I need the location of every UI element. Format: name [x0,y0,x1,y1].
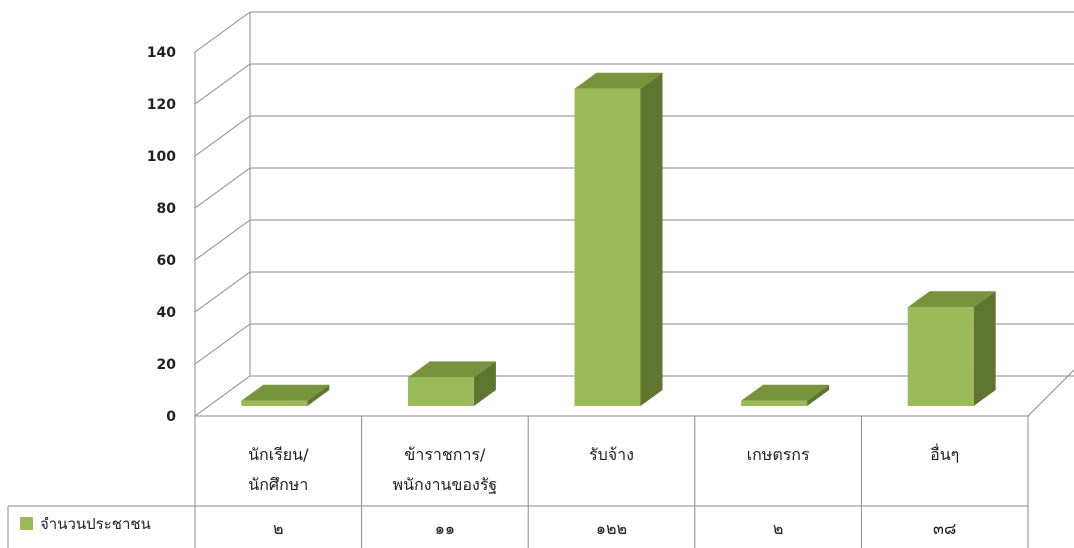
x-tick-label: นักเรียน/นักศึกษา [248,445,309,494]
x-tick-label-line: นักเรียน/ [248,445,309,464]
gridline-diagonal [194,11,251,53]
x-tick-label: เกษตรกร [747,445,810,464]
x-tick-label: รับจ้าง [589,445,634,464]
data-label: ๒ [273,519,284,538]
bars [241,72,996,407]
y-tick-label: 0 [166,409,176,425]
gridline-diagonal [194,115,251,157]
x-tick-label-line: รับจ้าง [589,445,634,464]
y-axis-ticks: 0 20 40 60 80 100 120 140 [147,45,176,425]
floor-right-edge [1027,369,1074,417]
y-tick-label: 120 [147,97,176,113]
bar-side [473,361,496,406]
legend-label: จำนวนประชาชน [40,515,151,533]
bar-top [241,384,330,401]
bar-side [973,291,996,406]
bar-side [807,384,830,406]
y-tick-label: 40 [157,305,177,321]
gridline-diagonal [194,219,251,261]
bar-top [407,361,496,378]
data-label: ๑๑ [435,519,455,538]
bar [407,377,474,406]
data-label: ๒ [773,519,784,538]
bar [241,400,308,406]
y-tick-label: 20 [157,357,177,373]
x-tick-label-line: เกษตรกร [747,445,810,464]
x-tick-label-line: อื่นๆ [930,443,959,464]
data-table: นักเรียน/นักศึกษา ข้าราชการ/พนักงานของรัฐ… [7,416,1029,548]
bar-top [574,72,663,89]
x-tick-label-line: ข้าราชการ/ [404,445,486,464]
bar-top [907,291,996,308]
gridline-diagonal [194,323,251,365]
gridline-diagonal [194,63,251,105]
y-tick-label: 100 [147,149,176,165]
data-label: ๓๘ [933,519,956,538]
x-tick-label: ข้าราชการ/พนักงานของรัฐ [393,445,498,494]
y-tick-label: 140 [147,45,176,61]
bar [741,400,808,406]
legend-swatch [20,517,33,530]
bar [907,307,974,406]
data-label: ๑๒๒ [596,519,627,538]
bar-side [307,384,330,406]
gridline-diagonal [194,167,251,209]
x-tick-label-line: นักศึกษา [248,475,308,494]
x-tick-label: อื่นๆ [930,443,959,464]
gridline-diagonal [194,271,251,313]
y-tick-label: 80 [157,201,177,217]
bar-side [640,72,663,407]
x-tick-label-line: พนักงานของรัฐ [393,475,498,494]
y-tick-label: 60 [157,253,177,269]
bar [574,88,641,407]
bar-top [741,384,830,401]
gridline-diagonal [194,375,251,417]
